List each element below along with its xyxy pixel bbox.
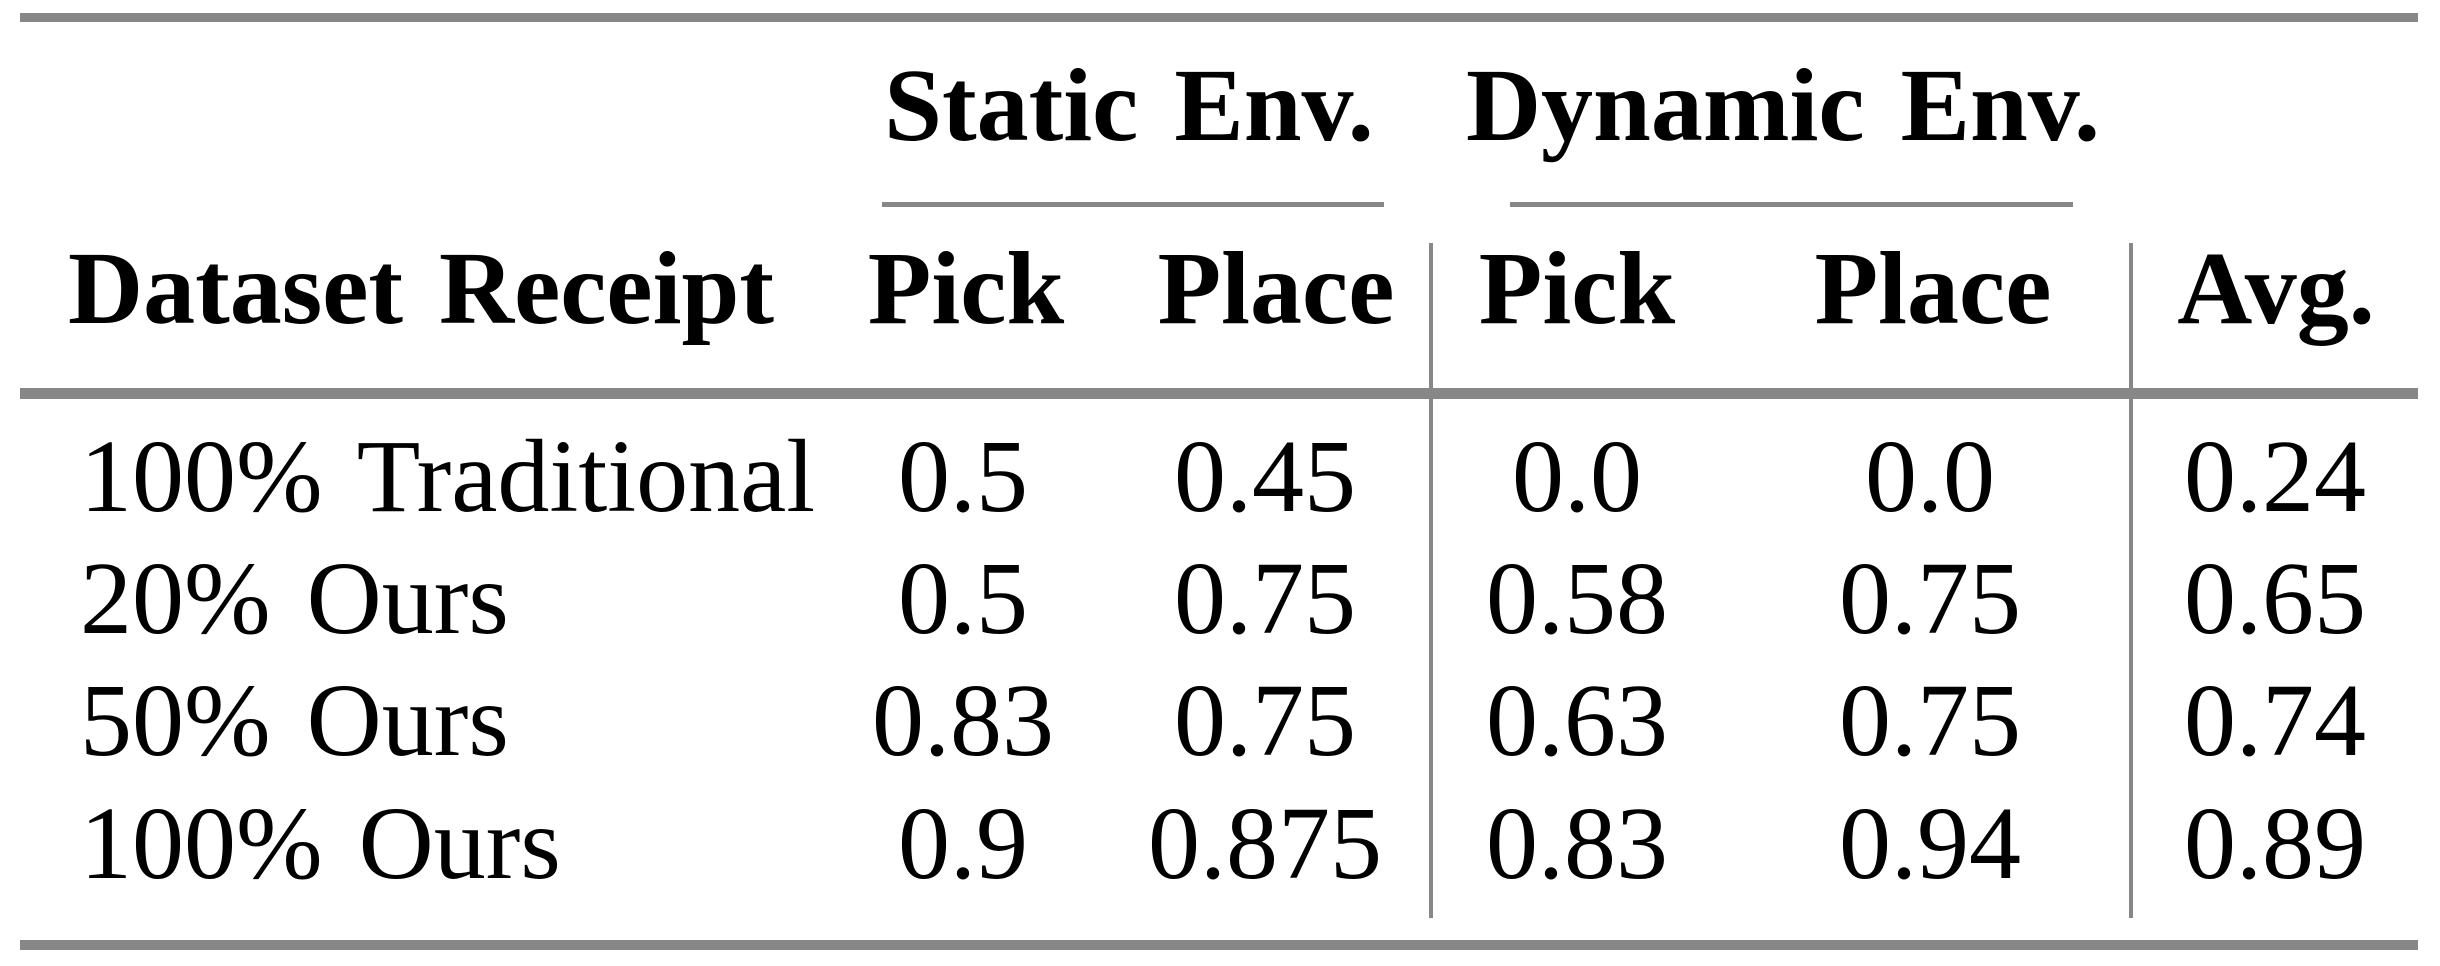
cell-dynamic-pick: 0.63: [1486, 663, 1668, 778]
header-dataset-receipt: Dataset Receipt: [68, 231, 774, 346]
cell-avg: 0.24: [2184, 419, 2366, 534]
col-separator-dynamic-avg: [2129, 243, 2133, 918]
row-label: 100% Traditional: [80, 419, 816, 534]
cell-static-pick: 0.5: [898, 541, 1028, 656]
cell-dynamic-pick: 0.58: [1486, 541, 1668, 656]
row-label: 20% Ours: [80, 541, 509, 656]
row-label: 100% Ours: [80, 786, 561, 901]
cell-dynamic-place: 0.75: [1839, 663, 2021, 778]
row-label: 50% Ours: [80, 663, 509, 778]
cell-static-place: 0.75: [1174, 663, 1356, 778]
header-avg: Avg.: [2177, 231, 2375, 346]
cell-static-pick: 0.83: [872, 663, 1054, 778]
cell-static-place: 0.75: [1174, 541, 1356, 656]
header-static-pick: Pick: [867, 231, 1065, 346]
cell-static-pick: 0.9: [898, 786, 1028, 901]
cell-dynamic-place: 0.94: [1839, 786, 2021, 901]
dynamic-env-cmidrule: [1510, 202, 2073, 207]
cell-dynamic-pick: 0.83: [1486, 786, 1668, 901]
header-dynamic-place: Place: [1814, 231, 2052, 346]
header-dynamic-pick: Pick: [1478, 231, 1676, 346]
cell-dynamic-place: 0.0: [1865, 419, 1995, 534]
cell-avg: 0.74: [2184, 663, 2366, 778]
cell-static-place: 0.45: [1174, 419, 1356, 534]
cell-avg: 0.89: [2184, 786, 2366, 901]
cell-static-pick: 0.5: [898, 419, 1028, 534]
dynamic-env-group-header: Dynamic Env.: [1465, 48, 2101, 163]
cell-dynamic-place: 0.75: [1839, 541, 2021, 656]
cell-avg: 0.65: [2184, 541, 2366, 656]
header-mid-rule: [20, 388, 2418, 399]
cell-static-place: 0.875: [1148, 786, 1382, 901]
top-rule: [20, 13, 2418, 22]
static-env-group-header: Static Env.: [884, 48, 1374, 163]
header-static-place: Place: [1157, 231, 1395, 346]
bottom-rule: [20, 940, 2418, 950]
static-env-cmidrule: [882, 202, 1384, 207]
col-separator-static-dynamic: [1429, 243, 1433, 918]
cell-dynamic-pick: 0.0: [1512, 419, 1642, 534]
